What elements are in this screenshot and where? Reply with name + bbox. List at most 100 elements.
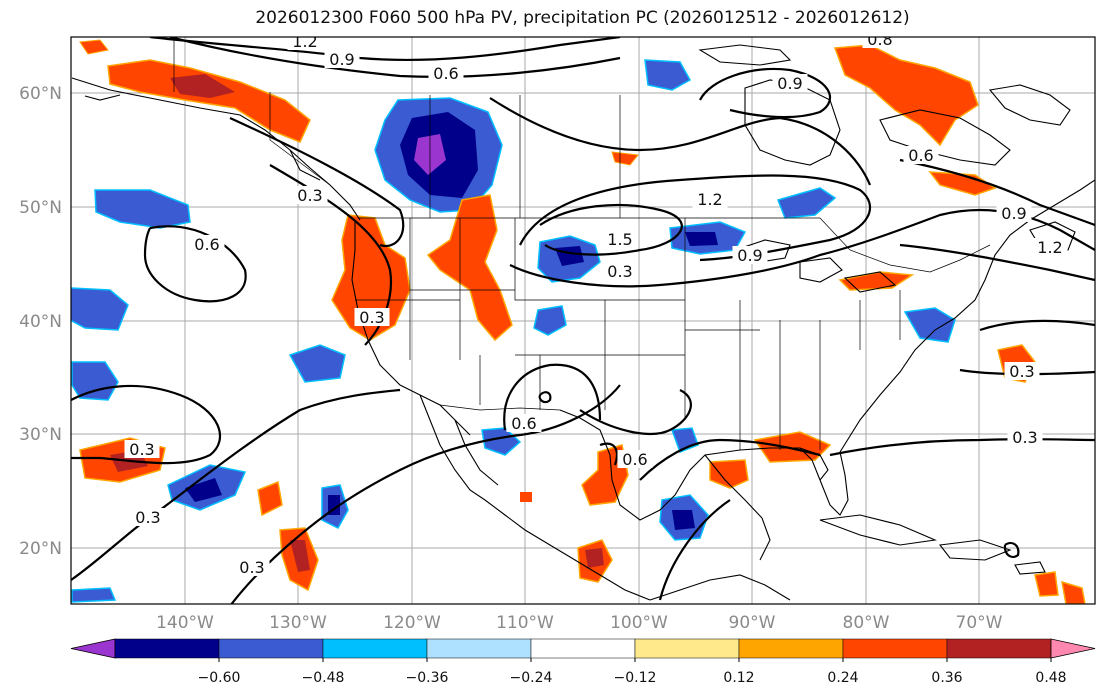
pv-label-bg bbox=[354, 308, 390, 326]
precip-blob bbox=[185, 478, 222, 502]
pv-label-bg bbox=[234, 558, 270, 576]
pv-label-bg bbox=[903, 146, 939, 164]
lat-tick-label: 30°N bbox=[19, 425, 62, 445]
colorbar-segment bbox=[218, 638, 324, 659]
pv-label-bg bbox=[292, 186, 328, 204]
colorbar-segment bbox=[530, 638, 636, 659]
pv-contour-label: 0.9 bbox=[777, 74, 802, 93]
lat-tick-label: 50°N bbox=[19, 198, 62, 218]
latitude-labels: 20°N 30°N 40°N 50°N 60°N bbox=[19, 84, 62, 559]
pv-contour-label: 0.3 bbox=[297, 186, 322, 205]
pv-contour-label: 0.3 bbox=[607, 262, 632, 281]
pv-label-bg bbox=[124, 440, 160, 458]
precip-blob bbox=[777, 187, 837, 219]
pv-label-bg bbox=[602, 230, 638, 248]
pv-contour-label: 0.3 bbox=[1012, 428, 1037, 447]
precip-blob bbox=[481, 427, 522, 456]
colorbar-tick-label: 0.36 bbox=[931, 670, 962, 686]
precip-blob bbox=[288, 344, 346, 383]
map-title: 2026012300 F060 500 hPa PV, precipitatio… bbox=[255, 8, 910, 28]
lon-tick-label: 130°W bbox=[269, 613, 327, 633]
pv-label-bg bbox=[1007, 428, 1043, 446]
precip-blob bbox=[833, 44, 979, 147]
lat-tick-label: 20°N bbox=[19, 539, 62, 559]
colorbar-segment bbox=[426, 638, 532, 659]
precip-blob bbox=[426, 194, 513, 342]
colorbar-tick-label: 0.48 bbox=[1035, 670, 1066, 686]
precip-blob bbox=[107, 59, 311, 143]
colorbar-tick-label: −0.60 bbox=[198, 670, 241, 686]
precip-blob bbox=[170, 74, 235, 98]
pv-label-bg bbox=[130, 508, 166, 526]
colorbar-tick-label: −0.24 bbox=[510, 670, 553, 686]
precip-blob bbox=[709, 459, 749, 489]
pv-label-bg bbox=[617, 450, 653, 468]
pv-contour-label: 1.2 bbox=[697, 190, 722, 209]
precip-blob bbox=[672, 510, 695, 530]
precip-blob bbox=[71, 287, 129, 331]
pv-label-bg bbox=[692, 190, 728, 208]
colorbar-tick-labels: −0.60 −0.48 −0.36 −0.24 −0.12 0.12 0.24 0.36 0.4… bbox=[198, 658, 1067, 686]
pv-contour-label: 0.6 bbox=[194, 235, 219, 254]
precip-blob bbox=[753, 431, 832, 463]
colorbar-tick-label: −0.36 bbox=[406, 670, 449, 686]
pv-label-bg bbox=[732, 246, 768, 264]
colorbar-extend-high bbox=[1050, 638, 1096, 659]
precip-blob bbox=[685, 232, 718, 246]
precip-blob bbox=[520, 492, 532, 502]
colorbar-segment bbox=[842, 638, 948, 659]
colorbar-segment bbox=[738, 638, 844, 659]
colorbar-segment bbox=[634, 638, 740, 659]
colorbar-extend-low bbox=[70, 638, 116, 659]
lon-tick-label: 70°W bbox=[956, 613, 1003, 633]
colorbar-segment bbox=[114, 638, 220, 659]
pv-label-bg bbox=[996, 204, 1032, 222]
pv-contour-label: 0.3 bbox=[1009, 362, 1034, 381]
colorbar-segment bbox=[322, 638, 428, 659]
precip-blob bbox=[585, 548, 604, 568]
precip-blob bbox=[611, 151, 639, 166]
pv-contour-label: 1.2 bbox=[292, 32, 317, 51]
pv-contour-label: 0.6 bbox=[908, 146, 933, 165]
pv-label-bg bbox=[189, 235, 225, 253]
pv-label-bg bbox=[324, 50, 360, 68]
pv-contour-label: 0.3 bbox=[239, 558, 264, 577]
longitude-labels: 140°W 130°W 120°W 110°W 100°W 90°W 80°W 70°W bbox=[156, 613, 1003, 633]
colorbar-tick-label: 0.24 bbox=[827, 670, 858, 686]
colorbar bbox=[70, 638, 1096, 659]
pv-contour-label: 0.6 bbox=[511, 414, 536, 433]
map-frame bbox=[70, 36, 1096, 605]
precip-blob bbox=[1034, 571, 1059, 597]
colorbar-tick-label: −0.48 bbox=[302, 670, 345, 686]
precip-blob bbox=[533, 305, 567, 336]
precip-blob bbox=[644, 59, 692, 91]
lon-tick-label: 140°W bbox=[156, 613, 214, 633]
pv-label-bg bbox=[287, 37, 323, 50]
precip-blob bbox=[257, 480, 283, 517]
pv-contour-label: 0.6 bbox=[622, 450, 647, 469]
pv-label-bg bbox=[1032, 238, 1068, 256]
lat-tick-label: 40°N bbox=[19, 312, 62, 332]
pv-contour-label: 0.9 bbox=[329, 50, 354, 69]
precip-blob bbox=[331, 214, 411, 341]
pv-label-bg bbox=[506, 414, 542, 432]
precip-blob bbox=[928, 171, 997, 196]
lon-tick-label: 120°W bbox=[383, 613, 441, 633]
lat-tick-label: 60°N bbox=[19, 84, 62, 104]
lon-tick-label: 90°W bbox=[729, 613, 776, 633]
precip-shading bbox=[71, 39, 1086, 604]
pv-contour-label: 1.5 bbox=[607, 230, 632, 249]
precip-blob bbox=[94, 189, 191, 229]
precip-blob bbox=[79, 39, 109, 55]
pv-contour-label: 0.6 bbox=[433, 64, 458, 83]
pv-contours bbox=[71, 37, 1095, 604]
pv-contour-label: 0.3 bbox=[359, 308, 384, 327]
pv-label-group: 1.2 0.9 0.6 0.8 0.9 0.6 0.3 0.6 0.3 1.5 1.2 0.9 0.9 1… bbox=[124, 32, 1068, 577]
colorbar-tick-label: −0.12 bbox=[614, 670, 657, 686]
colorbar-segment bbox=[946, 638, 1052, 659]
lon-tick-label: 110°W bbox=[496, 613, 554, 633]
political-borders bbox=[173, 37, 991, 450]
lon-tick-label: 80°W bbox=[843, 613, 890, 633]
pv-contour-label: 0.9 bbox=[1001, 204, 1026, 223]
